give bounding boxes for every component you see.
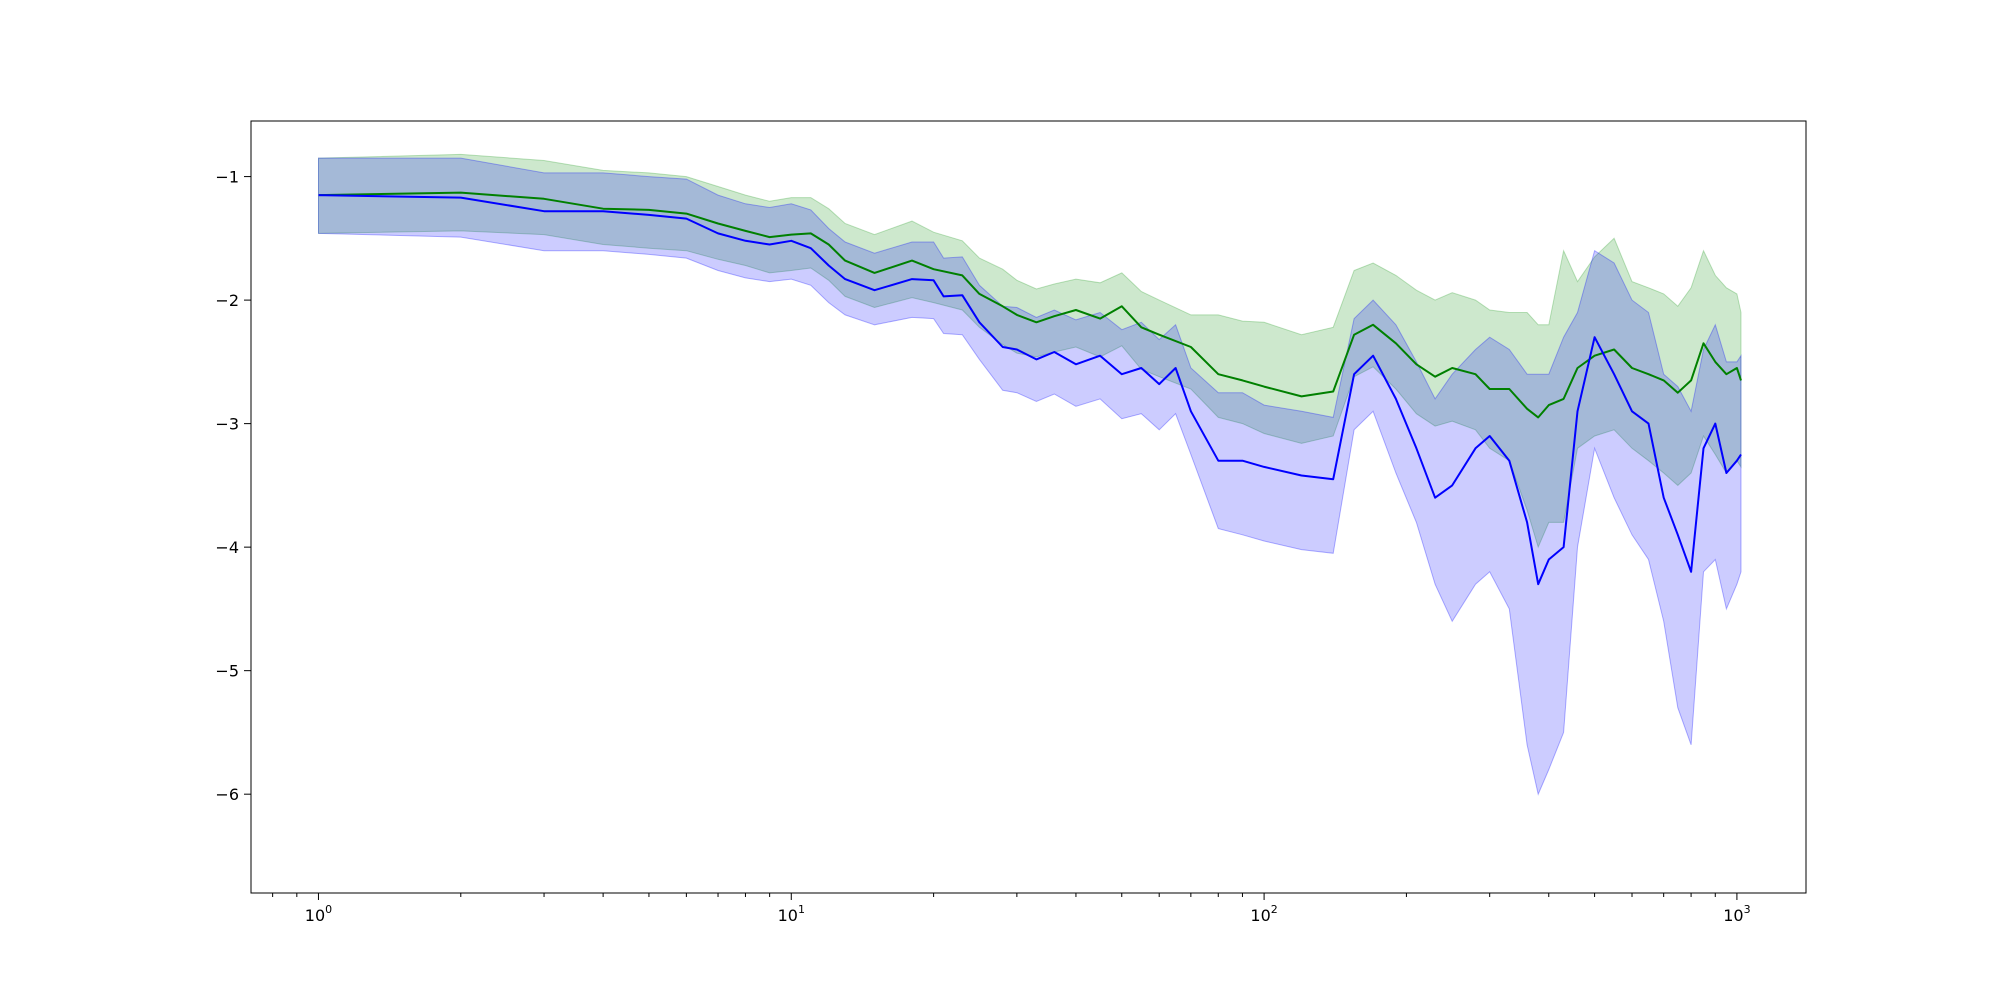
y-tick-label: −5: [215, 662, 239, 681]
x-axis: 100 101 102 103: [272, 893, 1751, 925]
y-tick-label: −6: [215, 785, 239, 804]
axes-frame: [250, 120, 1807, 894]
series-2-band: [318, 157, 1742, 796]
y-tick-label: −3: [215, 415, 239, 434]
series-2-line: [318, 194, 1742, 586]
y-tick-label: −4: [215, 538, 239, 557]
bands-layer: [318, 153, 1742, 796]
series-1-band: [318, 153, 1742, 549]
y-tick-label: −2: [215, 291, 239, 310]
x-tick-label: 103: [1723, 903, 1750, 925]
x-tick-label: 100: [305, 903, 332, 925]
series-1-line: [318, 191, 1742, 419]
x-tick-label: 101: [778, 903, 805, 925]
y-axis: −1 −2 −3 −4 −5 −6: [215, 168, 251, 804]
x-tick-label: 102: [1250, 903, 1277, 925]
y-tick-label: −1: [215, 168, 239, 187]
plot-area: [318, 153, 1742, 796]
lines-layer: [318, 191, 1742, 586]
